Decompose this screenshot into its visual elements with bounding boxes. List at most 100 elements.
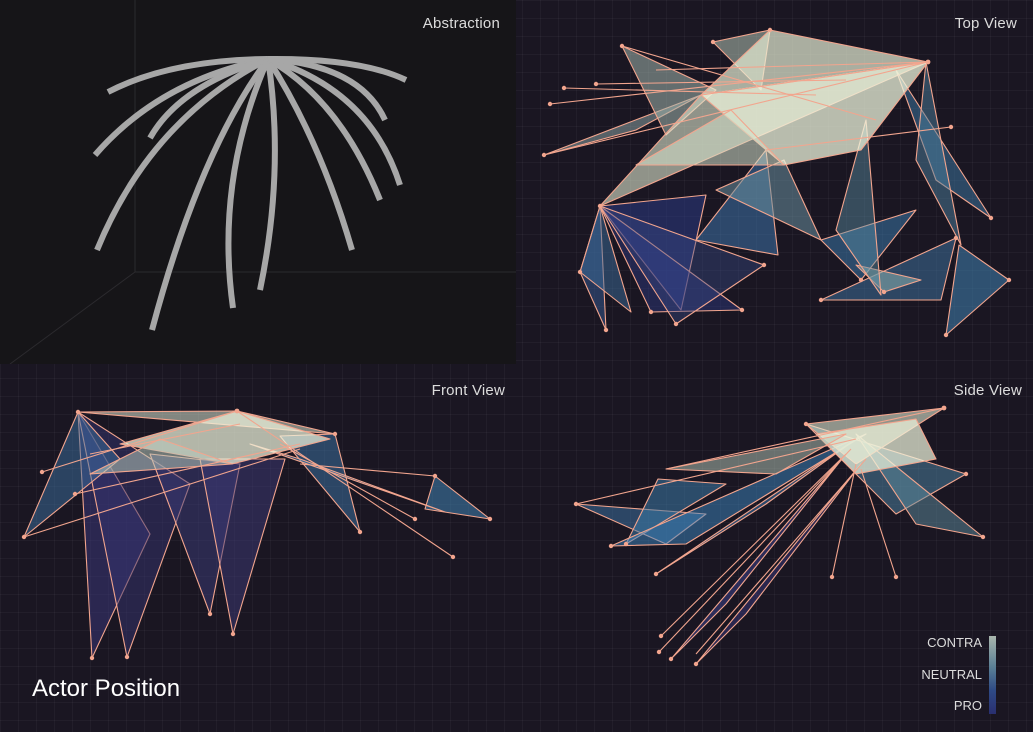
node (619, 43, 625, 49)
abstraction-panel: Abstraction (0, 0, 516, 364)
node (948, 124, 954, 130)
facet (820, 237, 957, 301)
node (561, 85, 567, 91)
side-view-canvas (573, 405, 986, 667)
node (234, 408, 240, 414)
edge (236, 410, 454, 558)
node (668, 656, 674, 662)
node (653, 571, 659, 577)
node (980, 534, 986, 540)
node (818, 297, 824, 303)
node (658, 633, 664, 639)
node (75, 409, 81, 415)
legend-label-contra: CONTRA (927, 635, 982, 650)
node (963, 471, 969, 477)
facet (599, 205, 765, 325)
node (623, 541, 629, 547)
node (603, 327, 609, 333)
node (656, 649, 662, 655)
edge (831, 463, 857, 578)
node (432, 473, 438, 479)
facet (915, 61, 962, 246)
node (943, 332, 949, 338)
node (767, 27, 773, 33)
node (988, 215, 994, 221)
node (21, 534, 27, 540)
node (739, 307, 745, 313)
curve (149, 57, 271, 331)
curve (225, 57, 271, 309)
edge (23, 448, 301, 538)
node (803, 421, 809, 427)
edge (658, 448, 852, 653)
node (858, 277, 864, 283)
edge (575, 438, 857, 505)
node (412, 516, 418, 522)
node (541, 152, 547, 158)
curve (94, 56, 270, 252)
node (357, 529, 363, 535)
node (593, 81, 599, 87)
node (608, 543, 614, 549)
facet (695, 463, 862, 665)
edge (549, 61, 929, 105)
edge (765, 126, 952, 151)
legend: CONTRA NEUTRAL PRO (900, 632, 1010, 722)
edge (695, 458, 867, 655)
node (332, 431, 338, 437)
facet (625, 478, 727, 545)
node (673, 321, 679, 327)
node (693, 661, 699, 667)
node (953, 235, 959, 241)
legend-label-neutral: NEUTRAL (921, 667, 982, 682)
node (1006, 277, 1012, 283)
top-view-canvas (541, 27, 1012, 338)
facet (835, 119, 882, 296)
edge (279, 443, 416, 520)
node (207, 611, 213, 617)
facet (579, 205, 632, 313)
edge (660, 453, 847, 637)
abstraction-canvas (9, 0, 516, 364)
facet (895, 69, 992, 219)
edge (74, 443, 301, 495)
node (124, 654, 130, 660)
node (829, 574, 835, 580)
curve (265, 57, 355, 251)
front-view-canvas (21, 408, 493, 661)
edge (563, 87, 817, 96)
curve (267, 56, 403, 186)
node (89, 655, 95, 661)
node (573, 501, 579, 507)
top-view-title: Top View (954, 15, 1017, 32)
main-title: Actor Position (32, 675, 181, 702)
abstraction-title: Abstraction (422, 15, 500, 32)
facet (610, 433, 867, 547)
legend-color-bar (989, 636, 996, 714)
edge (621, 45, 877, 121)
facet (665, 433, 847, 475)
edge (860, 468, 897, 578)
node (881, 289, 887, 295)
edge (299, 463, 436, 477)
node (72, 491, 78, 497)
node (39, 469, 45, 475)
edge (41, 410, 238, 473)
curve (267, 55, 408, 83)
node (450, 554, 456, 560)
node (710, 39, 716, 45)
node (648, 309, 654, 315)
facet (655, 438, 857, 575)
facet (424, 475, 491, 520)
curve (106, 56, 269, 95)
node (597, 203, 603, 209)
facet (635, 109, 785, 166)
node (941, 405, 947, 411)
node (925, 59, 931, 65)
node (230, 631, 236, 637)
node (893, 574, 899, 580)
curve (257, 58, 278, 291)
edge (543, 61, 929, 156)
facet (670, 453, 847, 660)
facet (599, 194, 707, 311)
